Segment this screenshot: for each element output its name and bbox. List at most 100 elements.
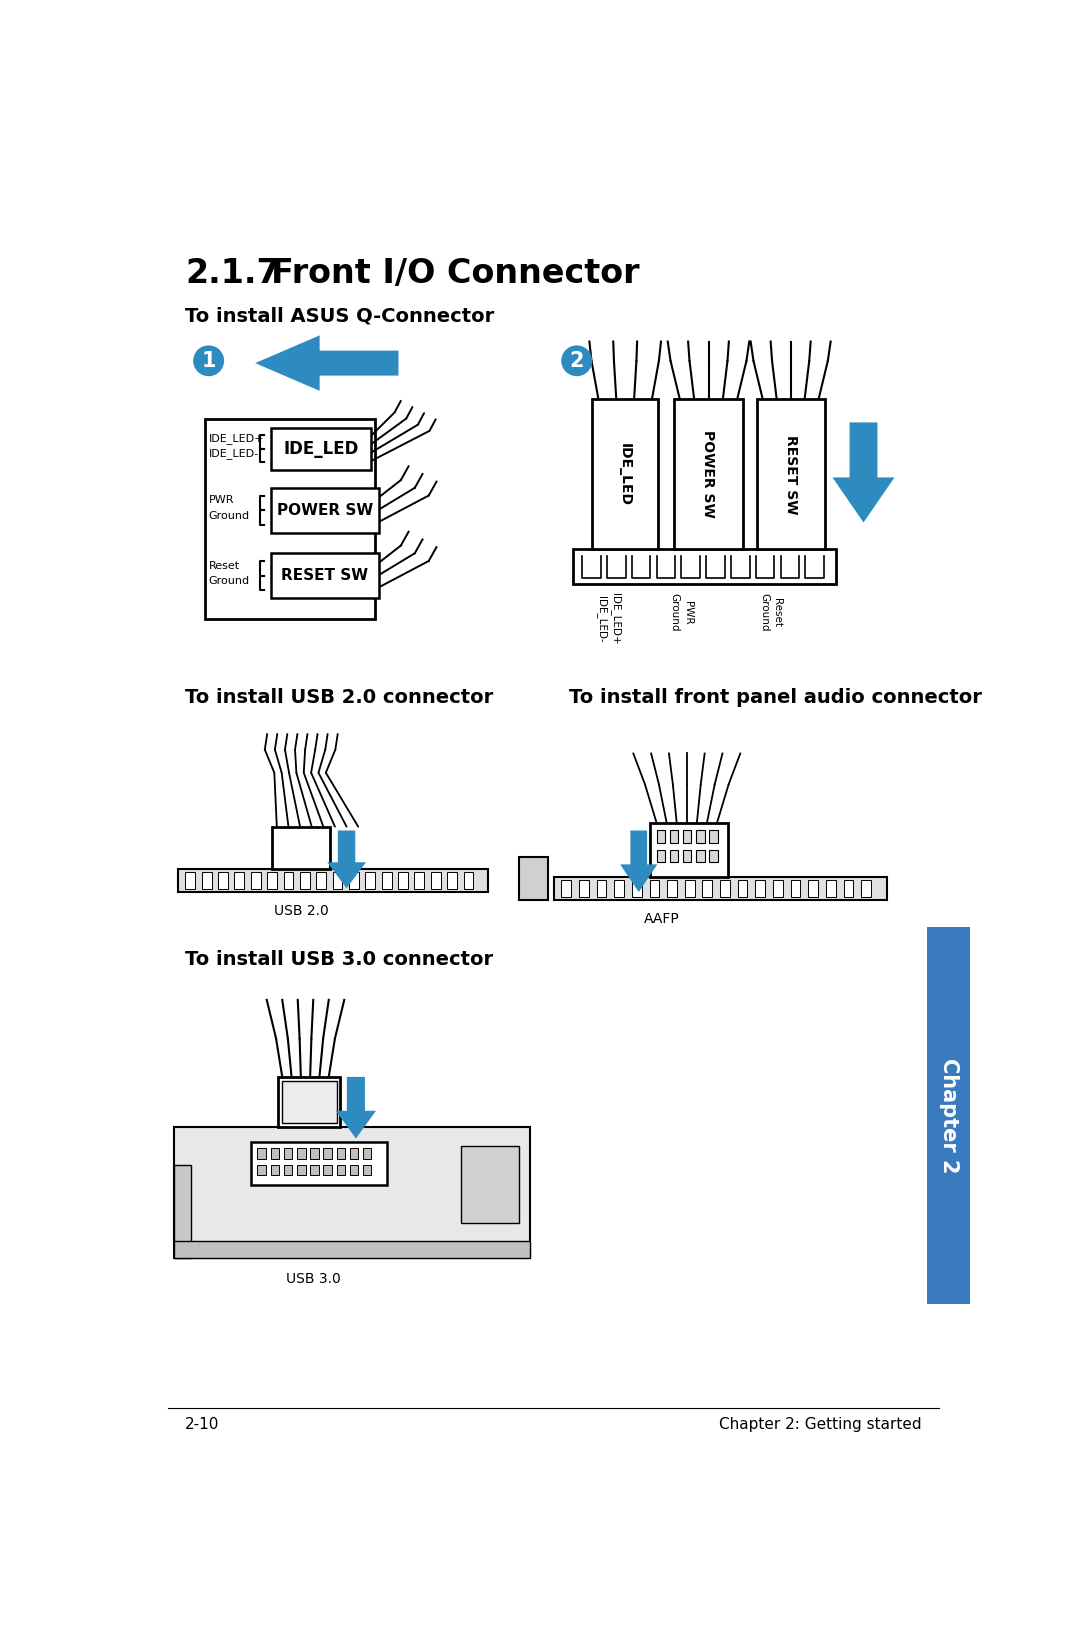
Polygon shape (620, 830, 658, 892)
Text: 2.1.7: 2.1.7 (186, 257, 280, 290)
Text: IDE_LED+: IDE_LED+ (208, 433, 265, 444)
Bar (365, 872, 375, 888)
FancyBboxPatch shape (592, 399, 658, 550)
Bar (267, 872, 276, 888)
Bar (323, 1165, 332, 1175)
Bar (257, 1165, 266, 1175)
Bar (415, 872, 424, 888)
Text: Reset: Reset (208, 561, 240, 571)
Text: Front I/O Connector: Front I/O Connector (271, 257, 639, 290)
FancyBboxPatch shape (177, 869, 488, 892)
Bar (720, 880, 730, 896)
FancyBboxPatch shape (279, 1077, 340, 1128)
Bar (596, 880, 606, 896)
Bar (337, 1147, 345, 1158)
Bar (632, 880, 642, 896)
Bar (202, 872, 212, 888)
Bar (667, 880, 677, 896)
Bar (670, 849, 678, 862)
Bar (284, 872, 294, 888)
Bar (363, 1147, 372, 1158)
Bar (297, 1147, 306, 1158)
Polygon shape (336, 1077, 376, 1139)
Bar (271, 1147, 279, 1158)
Text: Chapter 2: Chapter 2 (939, 1058, 959, 1173)
Bar (310, 1147, 319, 1158)
FancyBboxPatch shape (271, 428, 372, 470)
FancyBboxPatch shape (282, 1080, 337, 1123)
Bar (755, 880, 765, 896)
FancyBboxPatch shape (174, 1165, 191, 1258)
Text: Chapter 2: Getting started: Chapter 2: Getting started (719, 1417, 921, 1432)
Text: To install USB 3.0 connector: To install USB 3.0 connector (186, 950, 494, 968)
Bar (702, 880, 712, 896)
FancyBboxPatch shape (927, 927, 970, 1303)
Text: Ground: Ground (208, 511, 249, 521)
Bar (333, 872, 342, 888)
Bar (773, 880, 783, 896)
FancyBboxPatch shape (650, 823, 728, 877)
Bar (363, 1165, 372, 1175)
Text: USB 3.0: USB 3.0 (286, 1272, 340, 1285)
FancyBboxPatch shape (554, 877, 887, 900)
FancyBboxPatch shape (271, 488, 379, 532)
Text: AAFP: AAFP (644, 913, 680, 926)
FancyBboxPatch shape (252, 1142, 387, 1184)
Bar (862, 880, 872, 896)
FancyBboxPatch shape (271, 553, 379, 599)
Bar (186, 872, 195, 888)
Bar (615, 880, 624, 896)
Polygon shape (833, 423, 894, 522)
FancyBboxPatch shape (757, 399, 825, 550)
Bar (251, 872, 260, 888)
Bar (697, 830, 704, 843)
Text: RESET SW: RESET SW (784, 434, 798, 514)
Bar (670, 830, 678, 843)
Bar (297, 1165, 306, 1175)
Bar (234, 872, 244, 888)
Bar (349, 872, 359, 888)
Bar (791, 880, 800, 896)
Text: USB 2.0: USB 2.0 (274, 905, 329, 918)
Polygon shape (255, 335, 399, 390)
Text: RESET SW: RESET SW (281, 568, 368, 582)
Bar (310, 1165, 319, 1175)
FancyBboxPatch shape (572, 550, 836, 584)
Bar (257, 1147, 266, 1158)
Bar (826, 880, 836, 896)
Text: 1: 1 (201, 351, 216, 371)
Bar (697, 849, 704, 862)
Bar (350, 1147, 359, 1158)
Bar (337, 1165, 345, 1175)
FancyBboxPatch shape (174, 1241, 530, 1258)
Bar (218, 872, 228, 888)
Bar (316, 872, 326, 888)
Text: To install USB 2.0 connector: To install USB 2.0 connector (186, 688, 494, 708)
FancyBboxPatch shape (674, 399, 743, 550)
Text: Ground: Ground (208, 576, 249, 586)
Bar (463, 872, 473, 888)
Text: IDE_LED: IDE_LED (618, 443, 632, 506)
Text: 2-10: 2-10 (186, 1417, 219, 1432)
Bar (683, 830, 691, 843)
Text: IDE_LED+
IDE_LED-: IDE_LED+ IDE_LED- (596, 594, 621, 644)
Bar (431, 872, 441, 888)
Text: PWR
Ground: PWR Ground (670, 594, 693, 631)
FancyBboxPatch shape (272, 827, 330, 869)
FancyBboxPatch shape (205, 418, 375, 618)
Bar (323, 1147, 332, 1158)
Bar (447, 872, 457, 888)
FancyBboxPatch shape (518, 857, 548, 900)
Bar (350, 1165, 359, 1175)
Text: POWER SW: POWER SW (276, 503, 373, 517)
Text: PWR: PWR (208, 495, 234, 504)
Bar (649, 880, 659, 896)
Bar (809, 880, 818, 896)
Bar (284, 1147, 293, 1158)
Bar (843, 880, 853, 896)
Bar (271, 1165, 279, 1175)
Bar (284, 1165, 293, 1175)
Bar (710, 830, 718, 843)
Text: 2: 2 (569, 351, 584, 371)
Bar (657, 849, 665, 862)
